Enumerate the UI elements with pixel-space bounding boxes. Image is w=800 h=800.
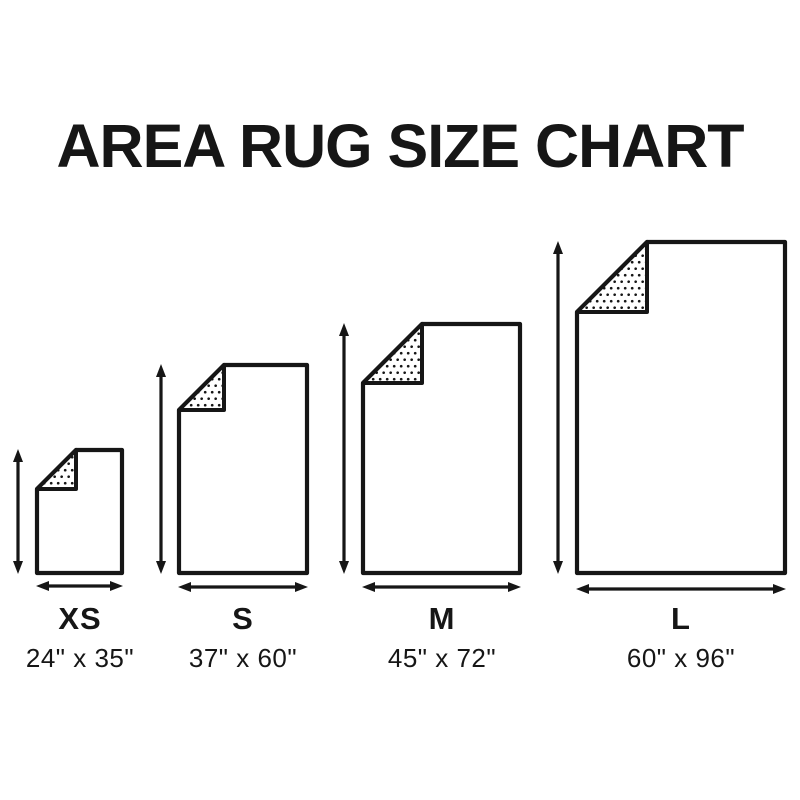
size-dimensions-l: 60" x 96"	[626, 643, 736, 673]
rug-figure-m	[339, 321, 523, 592]
height-arrow	[156, 364, 166, 574]
size-name-s: S	[232, 601, 254, 636]
page-title: AREA RUG SIZE CHART	[56, 112, 744, 180]
label-group-l: L 60" x 96"	[601, 600, 761, 674]
size-dimensions-m: 45" x 72"	[387, 643, 497, 673]
size-dimensions-s: 37" x 60"	[188, 643, 298, 673]
rug-figure-l	[553, 239, 788, 594]
rug-figure-xs	[13, 447, 125, 591]
rug-folded-corner	[35, 448, 78, 491]
label-group-xs: XS 24" x 35"	[0, 600, 160, 674]
rug-figure-s	[156, 362, 310, 592]
width-arrow	[362, 582, 521, 592]
rug-folded-corner	[177, 363, 226, 412]
label-group-s: S 37" x 60"	[163, 600, 323, 674]
width-arrow	[36, 581, 123, 591]
height-arrow	[553, 241, 563, 574]
height-arrow	[339, 323, 349, 574]
label-group-m: M 45" x 72"	[362, 600, 522, 674]
rug-size-diagram	[13, 239, 788, 594]
rug-outline	[34, 447, 125, 576]
size-name-xs: XS	[58, 601, 102, 636]
size-name-m: M	[428, 601, 456, 636]
rug-folded-corner	[575, 240, 649, 314]
height-arrow	[13, 449, 23, 574]
size-name-l: L	[671, 601, 691, 636]
width-arrow	[576, 584, 786, 594]
rug-folded-corner	[361, 322, 424, 385]
size-dimensions-xs: 24" x 35"	[25, 643, 135, 673]
width-arrow	[178, 582, 308, 592]
